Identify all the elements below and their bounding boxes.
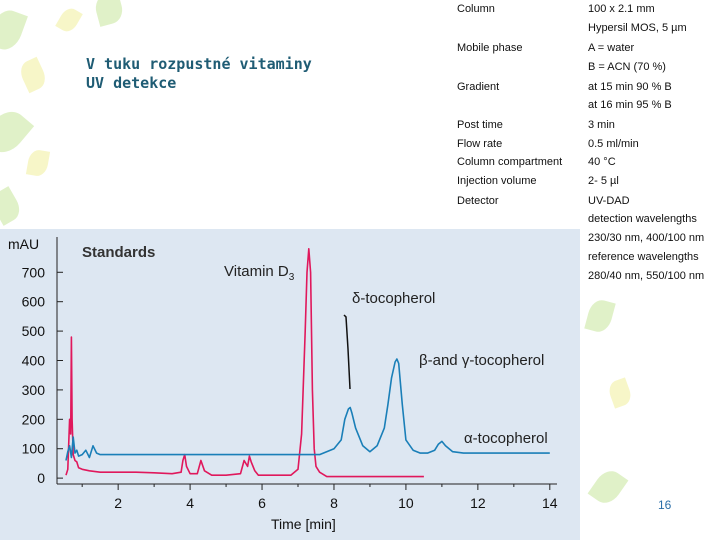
y-tick-label: 200 bbox=[22, 411, 46, 427]
param-value: at 16 min 95 % B bbox=[588, 99, 672, 111]
param-value: at 15 min 90 % B bbox=[588, 81, 672, 93]
decor-leaf bbox=[587, 465, 629, 509]
param-row: B = ACN (70 %) bbox=[452, 61, 720, 80]
param-name: Post time bbox=[457, 119, 503, 131]
y-tick-label: 300 bbox=[22, 382, 46, 398]
param-row: at 16 min 95 % B bbox=[452, 99, 720, 118]
param-row: Post time 3 min bbox=[452, 119, 720, 138]
x-tick-label: 2 bbox=[114, 495, 122, 511]
y-tick-label: 500 bbox=[22, 323, 46, 339]
param-value: 0.5 ml/min bbox=[588, 138, 639, 150]
param-row: Detector UV-DAD bbox=[452, 195, 720, 214]
param-value: reference wavelengths bbox=[588, 251, 699, 263]
param-value: 230/30 nm, 400/100 nm bbox=[588, 232, 705, 244]
chromatogram-chart: mAU Standards Time [min] 0 100 200 300 400 50… bbox=[8, 236, 558, 532]
x-tick-label: 14 bbox=[542, 495, 558, 511]
param-name: Detector bbox=[457, 195, 499, 207]
x-tick-label: 6 bbox=[258, 495, 266, 511]
y-axis-label: mAU bbox=[8, 236, 39, 252]
y-tick-label: 600 bbox=[22, 294, 46, 310]
param-value: 2- 5 µl bbox=[588, 175, 619, 187]
param-row: Column 100 x 2.1 mm bbox=[452, 3, 720, 22]
title-line-1: V tuku rozpustné vitaminy bbox=[86, 55, 312, 73]
panel-label: Standards bbox=[82, 244, 155, 261]
peak-annotation: δ-tocopherol bbox=[352, 290, 435, 307]
param-value: detection wavelengths bbox=[588, 213, 697, 225]
slide-title: V tuku rozpustné vitaminy UV detekce bbox=[86, 55, 312, 93]
param-row: Gradient at 15 min 90 % B bbox=[452, 81, 720, 100]
param-value: 280/40 nm, 550/100 nm bbox=[588, 270, 705, 282]
chart-labels: mAU Standards Time [min] 0 100 200 300 400 50… bbox=[8, 236, 558, 532]
param-name: Gradient bbox=[457, 81, 500, 93]
decor-leaf bbox=[0, 186, 25, 226]
decor-leaf bbox=[25, 148, 51, 178]
peak-annotation: α-tocopherol bbox=[464, 430, 548, 447]
param-row: Hypersil MOS, 5 µm bbox=[452, 22, 720, 41]
param-value: 40 °C bbox=[588, 156, 616, 168]
decor-leaf bbox=[584, 297, 616, 335]
param-name: Mobile phase bbox=[457, 42, 523, 54]
decor-leaf bbox=[606, 377, 634, 409]
decor-leaf bbox=[16, 56, 50, 94]
param-row: Flow rate 0.5 ml/min bbox=[452, 138, 720, 157]
param-value: 3 min bbox=[588, 119, 615, 131]
decor-leaf bbox=[92, 0, 126, 27]
param-row: Injection volume 2- 5 µl bbox=[452, 175, 720, 194]
x-tick-label: 10 bbox=[398, 495, 414, 511]
sample-trace bbox=[65, 358, 550, 461]
param-name: Column bbox=[457, 3, 495, 15]
param-name: Column compartment bbox=[457, 156, 563, 168]
peak-annotation: β-and γ-tocopherol bbox=[419, 352, 544, 369]
decor-leaf bbox=[0, 6, 28, 54]
y-tick-label: 400 bbox=[22, 353, 46, 369]
y-tick-label: 700 bbox=[22, 264, 46, 280]
x-axis-label: Time [min] bbox=[271, 516, 336, 532]
peak-annotation: Vitamin D3 bbox=[224, 263, 295, 283]
param-row: 280/40 nm, 550/100 nm bbox=[452, 270, 720, 289]
param-row: Column compartment 40 °C bbox=[452, 156, 720, 175]
param-row: 230/30 nm, 400/100 nm bbox=[452, 232, 720, 251]
decor-leaf bbox=[55, 5, 83, 35]
x-tick-label: 8 bbox=[330, 495, 338, 511]
standards-trace bbox=[65, 247, 424, 478]
param-name: Injection volume bbox=[457, 175, 537, 187]
chart-series bbox=[65, 247, 550, 478]
param-name: Flow rate bbox=[457, 138, 503, 150]
chart-panel bbox=[0, 229, 580, 540]
param-row: Mobile phase A = water bbox=[452, 42, 720, 61]
param-value: UV-DAD bbox=[588, 195, 630, 207]
param-value: B = ACN (70 %) bbox=[588, 61, 666, 73]
param-value: 100 x 2.1 mm bbox=[588, 3, 655, 15]
title-line-2: UV detekce bbox=[86, 74, 177, 92]
decor-leaf bbox=[0, 104, 35, 160]
delta-marker-line bbox=[343, 314, 351, 390]
param-value: A = water bbox=[588, 42, 635, 54]
param-row: detection wavelengths bbox=[452, 213, 720, 232]
x-tick-label: 4 bbox=[186, 495, 194, 511]
param-row: reference wavelengths bbox=[452, 251, 720, 270]
x-tick-label: 12 bbox=[470, 495, 486, 511]
param-value: Hypersil MOS, 5 µm bbox=[588, 22, 687, 34]
annotation-subscript: 3 bbox=[289, 272, 295, 283]
chart-axes bbox=[56, 237, 557, 490]
y-tick-label: 0 bbox=[37, 470, 45, 486]
slide-number: 16 bbox=[658, 498, 672, 512]
y-tick-label: 100 bbox=[22, 441, 46, 457]
